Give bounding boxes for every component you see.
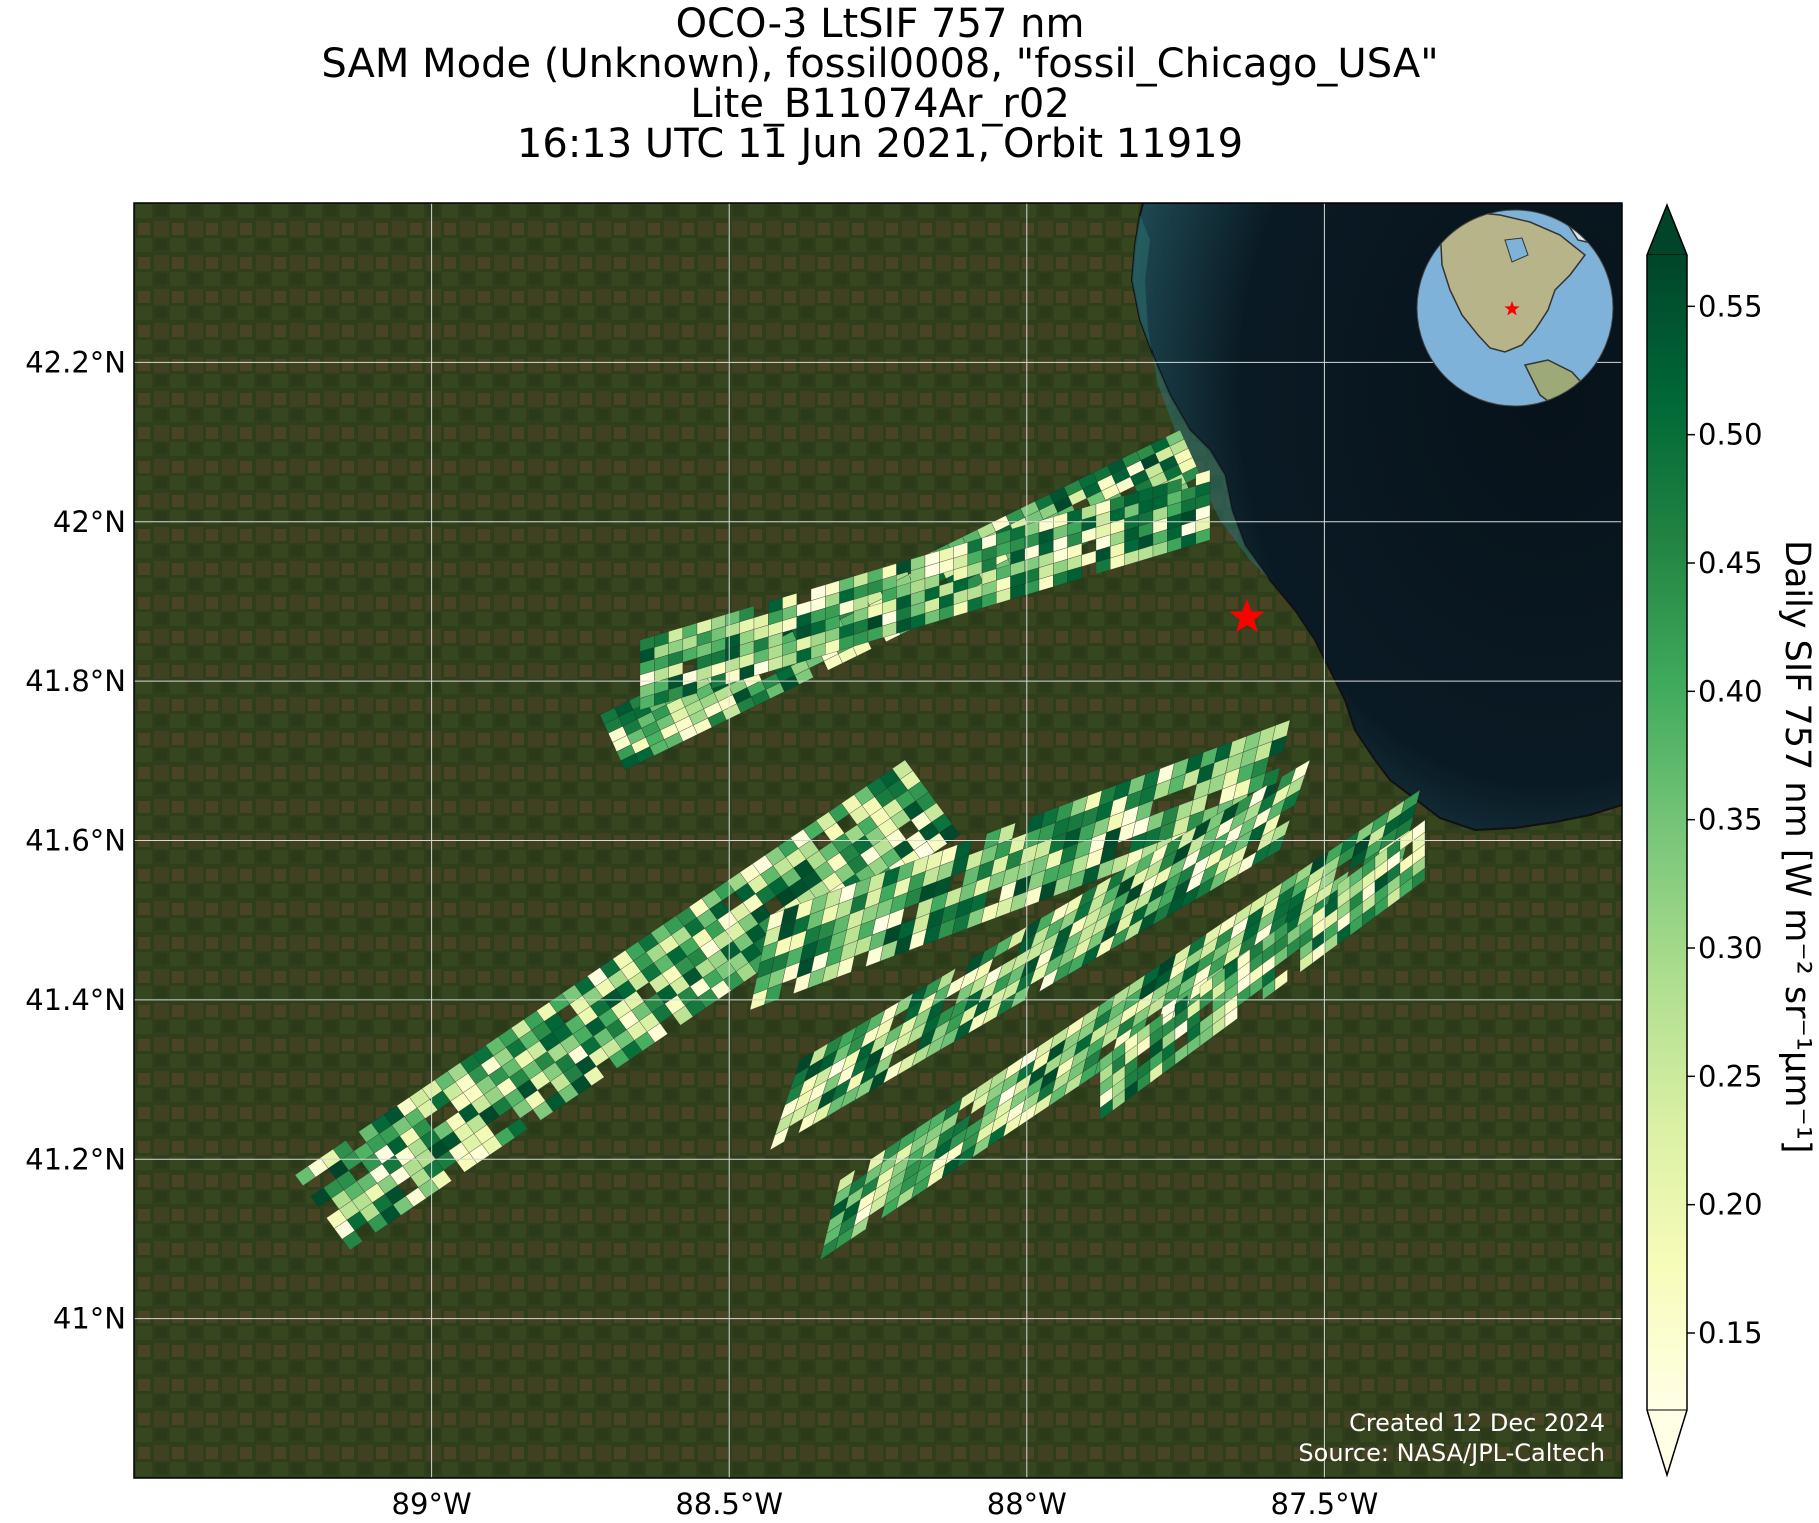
created-date: Created 12 Dec 2024 <box>1349 1409 1605 1437</box>
map-frame <box>133 202 1623 1479</box>
sif-sounding <box>1280 789 1301 814</box>
map-grid <box>134 203 1622 1478</box>
sif-sounding <box>764 983 783 1005</box>
sif-sounding <box>1268 735 1287 758</box>
lat-tick-label: 42°N <box>53 505 126 539</box>
colorbar: 0.15 0.20 0.25 0.30 0.35 0.40 0.45 0.50 0.55 <box>1646 202 1763 1478</box>
sif-sounding <box>341 1230 363 1251</box>
sif-sounding <box>1224 1006 1238 1028</box>
lat-tick-label: 41.6°N <box>25 824 126 858</box>
chart-title: OCO-3 LtSIF 757 nm SAM Mode (Unknown), f… <box>0 4 1760 164</box>
sif-soundings <box>294 429 1426 1261</box>
colorbar-extend-high <box>1646 203 1688 256</box>
lat-tick-label: 42.2°N <box>25 345 126 379</box>
colorbar-tick-label: 0.20 <box>1698 1188 1763 1222</box>
sif-sounding <box>1412 867 1426 890</box>
title-line-4: 16:13 UTC 11 Jun 2021, Orbit 11919 <box>516 121 1244 167</box>
title-line-2: SAM Mode (Unknown), fossil0008, "fossil_… <box>321 41 1439 87</box>
source-credit: Source: NASA/JPL-Caltech <box>1298 1439 1605 1467</box>
lon-tick-label: 89°W <box>392 1487 472 1521</box>
colorbar-extend-low <box>1646 1409 1688 1477</box>
sif-sounding <box>769 1126 790 1151</box>
colorbar-tick-label: 0.45 <box>1698 546 1763 580</box>
title-line-3: Lite_B11074Ar_r02 <box>690 81 1070 127</box>
red-star-icon <box>1504 301 1520 316</box>
sif-sounding <box>1274 969 1288 992</box>
sif-sounding <box>430 1169 452 1190</box>
colorbar-tick-label: 0.50 <box>1698 418 1763 452</box>
lon-tick-label: 88°W <box>987 1487 1067 1521</box>
sif-sounding <box>646 1022 668 1043</box>
map-panel <box>134 203 1622 1478</box>
lat-tick-label: 41.8°N <box>25 664 126 698</box>
title-line-1: OCO-3 LtSIF 757 nm <box>675 1 1085 47</box>
sif-sounding <box>507 1117 529 1138</box>
colorbar-gradient <box>1647 255 1687 1410</box>
colorbar-tick-label: 0.55 <box>1698 289 1763 323</box>
footer: Created 12 Dec 2024 Source: NASA/JPL-Cal… <box>1100 1408 1605 1468</box>
sif-sounding <box>836 956 855 978</box>
lat-tick-label: 41°N <box>53 1302 126 1336</box>
colorbar-tick-label: 0.15 <box>1698 1316 1763 1350</box>
lon-tick-label: 88.5°W <box>675 1487 783 1521</box>
globe-north-america <box>1439 211 1587 353</box>
sif-sounding <box>682 681 698 698</box>
sif-sounding <box>850 1215 870 1240</box>
colorbar-tick-label: 0.35 <box>1698 803 1763 837</box>
globe-hudson-bay <box>1504 237 1529 263</box>
red-star-icon <box>1229 598 1265 633</box>
inset-globe <box>1416 209 1614 407</box>
colorbar-tick-label: 0.40 <box>1698 674 1763 708</box>
sif-sounding <box>583 1066 605 1086</box>
lon-tick-label: 87.5°W <box>1271 1487 1379 1521</box>
lat-tick-label: 41.2°N <box>25 1142 126 1176</box>
longitude-labels: 89°W 88.5°W 88°W 87.5°W <box>392 1487 1379 1521</box>
colorbar-tick-label: 0.25 <box>1698 1059 1763 1093</box>
colorbar-tick-label: 0.30 <box>1698 931 1763 965</box>
colorbar-outline <box>1646 202 1688 1478</box>
sif-sounding <box>1067 566 1082 583</box>
colorbar-ticks: 0.15 0.20 0.25 0.30 0.35 0.40 0.45 0.50 0.55 <box>1687 289 1763 1350</box>
sif-sounding <box>1195 528 1211 545</box>
lake-nearshore <box>1132 215 1270 580</box>
colorbar-label: Daily SIF 757 nm [W m⁻² sr⁻¹μm⁻¹] <box>1777 540 1817 1154</box>
latitude-labels: 41°N 41.2°N 41.4°N 41.6°N 41.8°N 42°N 42.2°N <box>25 345 126 1335</box>
lat-tick-label: 41.4°N <box>25 983 126 1017</box>
